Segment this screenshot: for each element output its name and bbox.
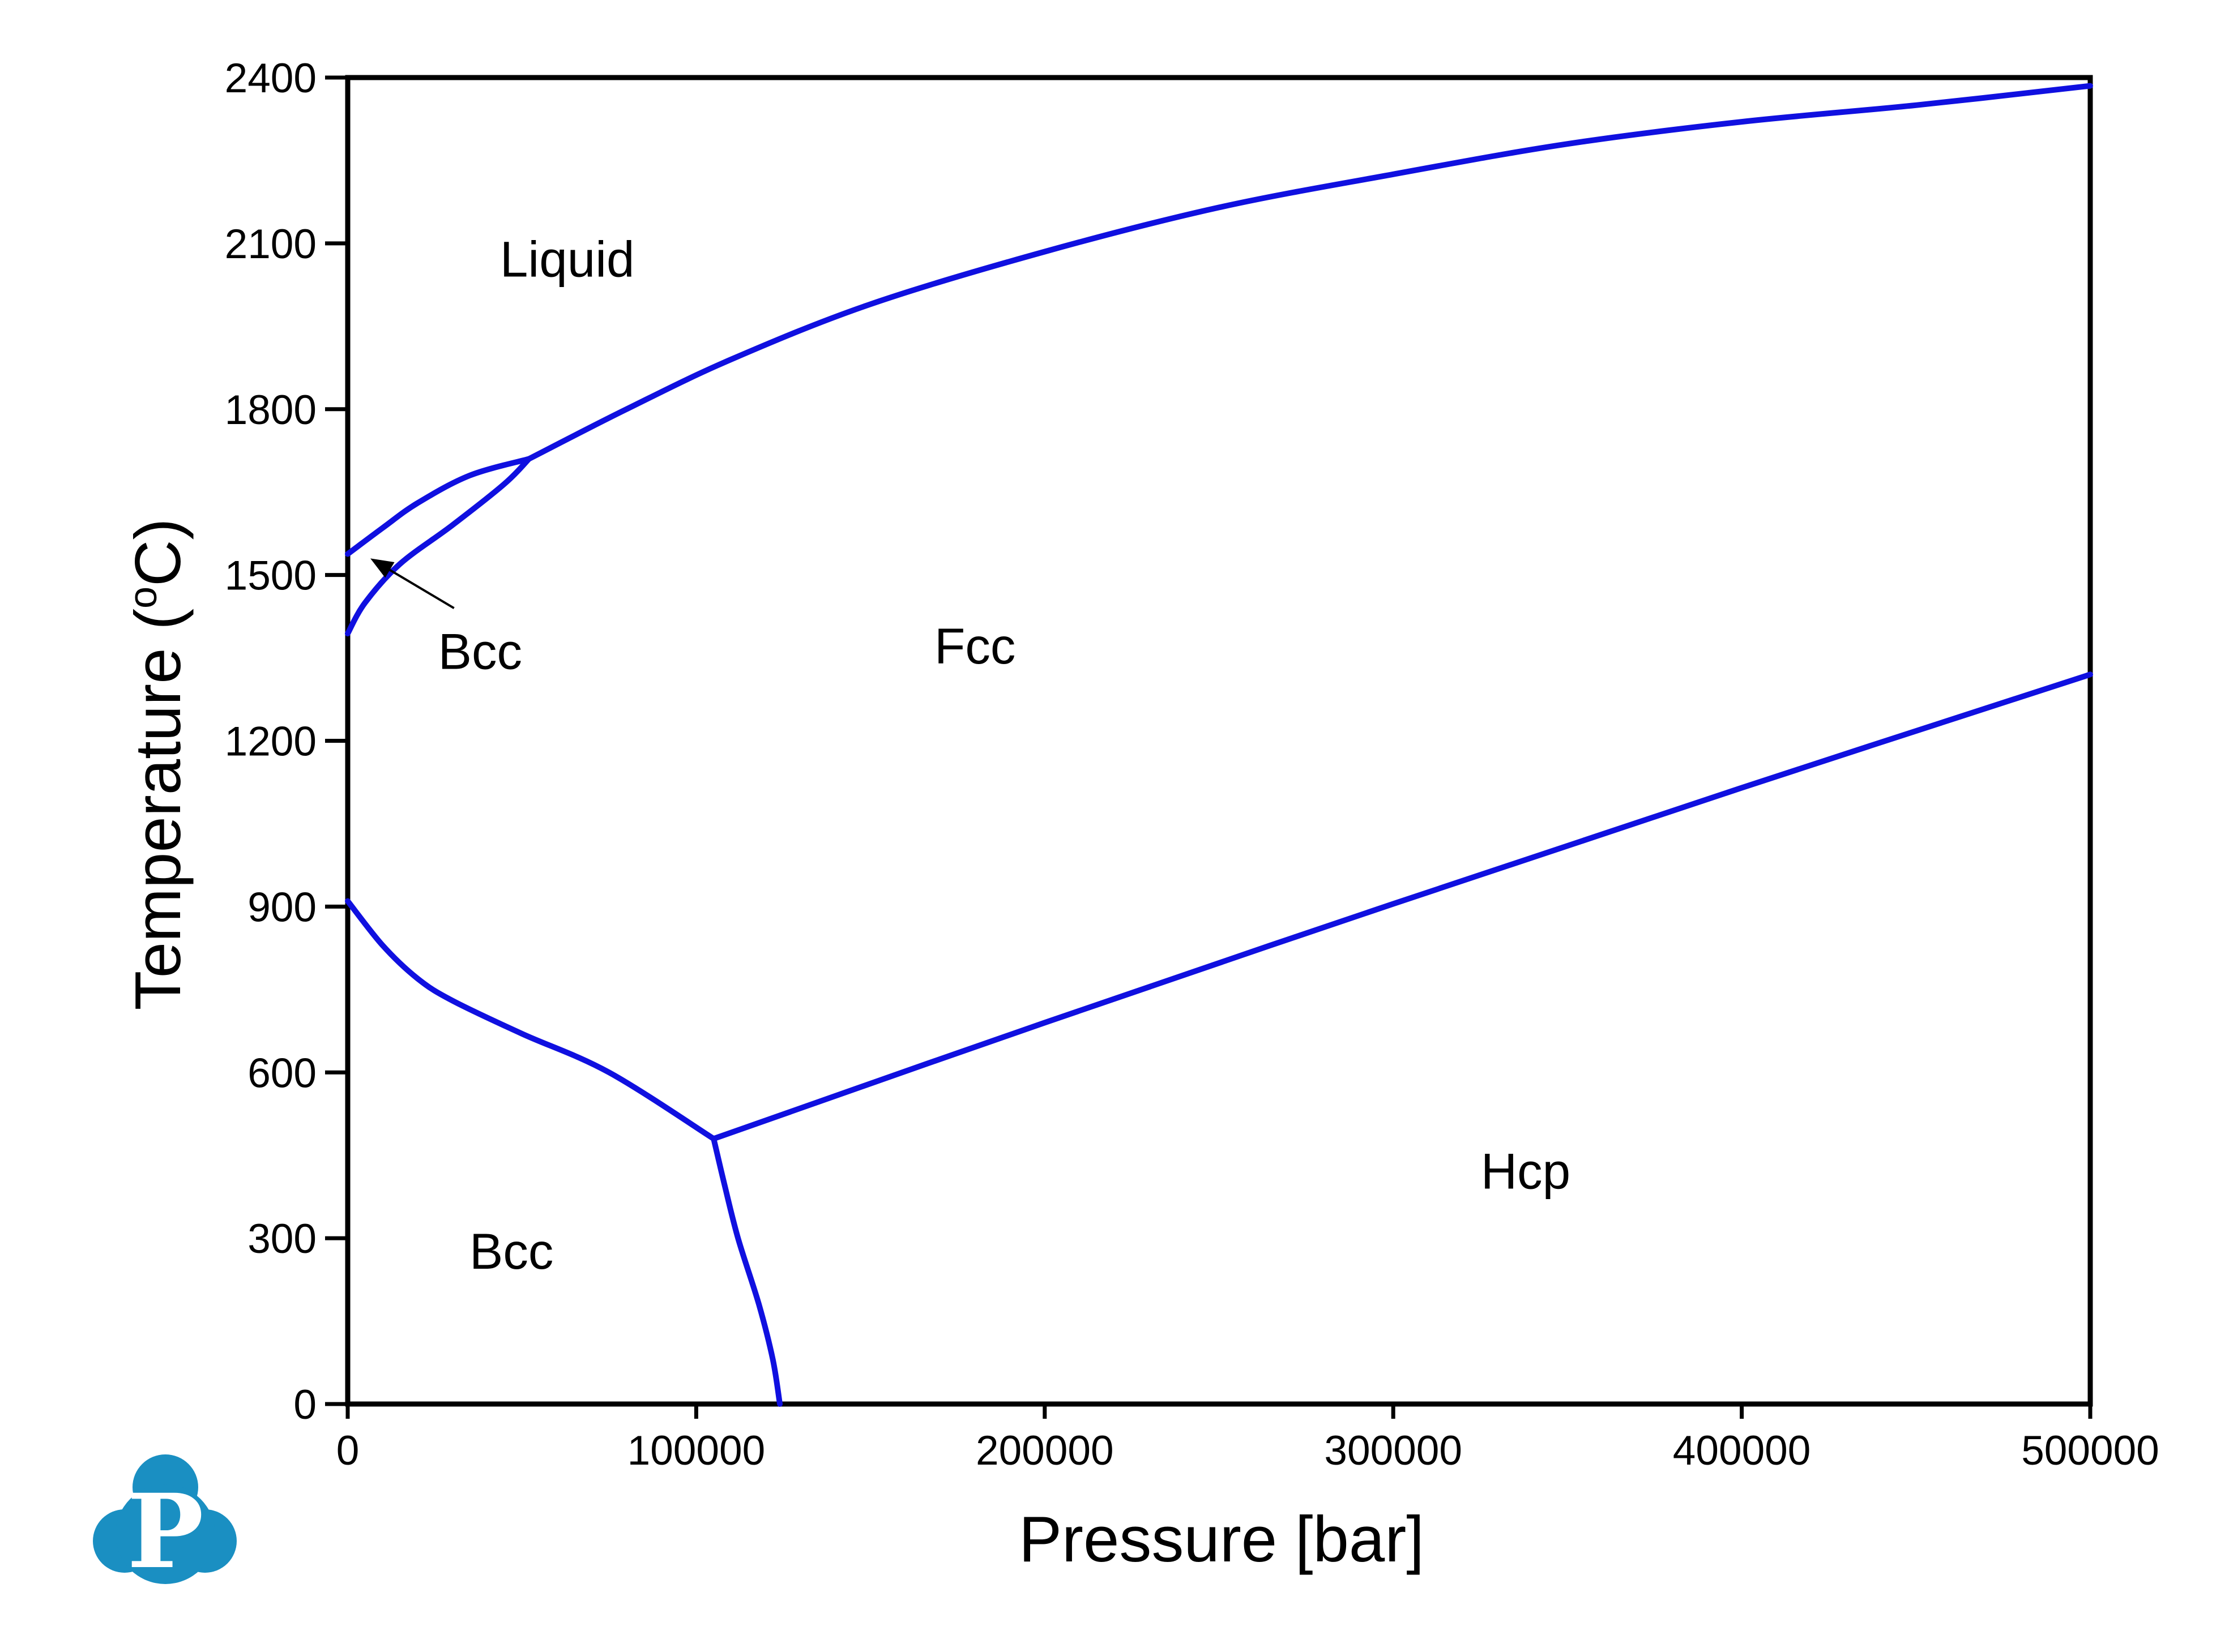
phase-boundary-line-2 bbox=[526, 83, 2093, 462]
phase-boundary-line-3 bbox=[345, 456, 532, 637]
y-tick-label: 1200 bbox=[225, 719, 317, 765]
region-labels: Liquid Fcc Bcc Bcc Hcp bbox=[438, 230, 1571, 1279]
region-label-hcp: Hcp bbox=[1481, 1142, 1570, 1199]
y-axis-title-superscript: o bbox=[121, 587, 165, 609]
x-tick-label: 400000 bbox=[1673, 1428, 1811, 1474]
phase-boundary-line-6 bbox=[711, 1136, 783, 1407]
y-axis-title-main: Temperature ( bbox=[122, 609, 194, 1011]
x-tick-label: 0 bbox=[336, 1428, 360, 1474]
phase-boundary-line-4 bbox=[345, 898, 717, 1142]
y-tick-label: 2100 bbox=[225, 221, 317, 267]
y-tick-label: 900 bbox=[247, 884, 317, 930]
y-axis-ticks: 0 300 600 900 1200 1500 1800 2100 2400 bbox=[225, 55, 348, 1428]
y-tick-label: 1800 bbox=[225, 387, 317, 433]
y-tick-label: 2400 bbox=[225, 55, 317, 101]
y-axis-title: Temperature (oC) bbox=[121, 519, 194, 1011]
x-tick-label: 300000 bbox=[1324, 1428, 1462, 1474]
y-tick-label: 1500 bbox=[225, 553, 317, 599]
region-label-liquid: Liquid bbox=[500, 230, 635, 287]
logo-letter: P bbox=[127, 1472, 203, 1591]
phase-boundary-line-1 bbox=[345, 456, 532, 557]
y-axis-title-unit: C) bbox=[122, 519, 194, 587]
brand-logo: P bbox=[93, 1454, 237, 1591]
x-tick-label: 100000 bbox=[627, 1428, 766, 1474]
region-label-bcc: Bcc bbox=[438, 623, 522, 680]
x-tick-label: 500000 bbox=[2021, 1428, 2159, 1474]
phase-boundary-line-5 bbox=[711, 671, 2093, 1142]
bcc-arrow-line bbox=[389, 569, 455, 609]
y-tick-label: 600 bbox=[247, 1050, 317, 1096]
bcc-arrow bbox=[370, 558, 455, 609]
y-tick-label: 0 bbox=[293, 1382, 317, 1428]
region-label-bcc: Bcc bbox=[469, 1223, 553, 1279]
region-label-fcc: Fcc bbox=[934, 618, 1015, 674]
x-tick-label: 200000 bbox=[976, 1428, 1114, 1474]
x-axis-ticks: 0 100000 200000 300000 400000 500000 bbox=[336, 1404, 2159, 1474]
logo-cloud-center bbox=[116, 1484, 215, 1584]
phase-boundary-lines bbox=[345, 83, 2093, 1407]
x-axis-title: Pressure [bar] bbox=[1019, 1504, 1424, 1576]
bcc-arrow-head bbox=[370, 558, 395, 578]
y-tick-label: 300 bbox=[247, 1216, 317, 1262]
